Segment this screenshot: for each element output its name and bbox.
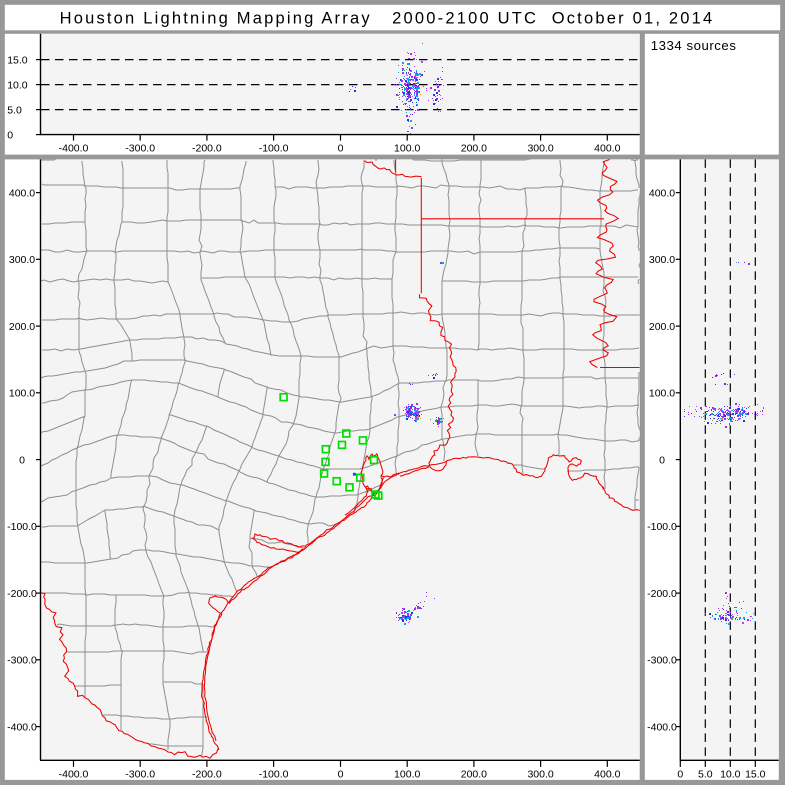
svg-text:10.0: 10.0 bbox=[720, 769, 741, 781]
svg-text:-400.0: -400.0 bbox=[59, 769, 89, 781]
svg-text:-200.0: -200.0 bbox=[192, 143, 222, 155]
svg-text:100.0: 100.0 bbox=[394, 769, 420, 781]
svg-text:300.0: 300.0 bbox=[527, 769, 553, 781]
svg-text:0: 0 bbox=[659, 454, 665, 466]
svg-text:0: 0 bbox=[7, 129, 13, 141]
svg-text:100.0: 100.0 bbox=[394, 143, 420, 155]
svg-text:0: 0 bbox=[677, 769, 683, 781]
svg-text:-100.0: -100.0 bbox=[259, 769, 289, 781]
svg-text:-300.0: -300.0 bbox=[647, 655, 677, 667]
svg-text:0: 0 bbox=[338, 769, 344, 781]
svg-text:200.0: 200.0 bbox=[9, 321, 35, 333]
svg-text:400.0: 400.0 bbox=[594, 769, 620, 781]
svg-text:0: 0 bbox=[19, 454, 25, 466]
svg-text:15.0: 15.0 bbox=[7, 54, 28, 66]
svg-text:5.0: 5.0 bbox=[698, 769, 713, 781]
svg-text:-300.0: -300.0 bbox=[7, 655, 37, 667]
svg-text:-400.0: -400.0 bbox=[59, 143, 89, 155]
svg-text:-300.0: -300.0 bbox=[125, 769, 155, 781]
svg-text:-100.0: -100.0 bbox=[259, 143, 289, 155]
svg-text:5.0: 5.0 bbox=[7, 104, 22, 116]
svg-text:15.0: 15.0 bbox=[745, 769, 766, 781]
svg-text:-200.0: -200.0 bbox=[7, 588, 37, 600]
svg-text:-100.0: -100.0 bbox=[7, 521, 37, 533]
svg-text:Houston Lightning Mapping Arra: Houston Lightning Mapping Array 2000-210… bbox=[60, 10, 715, 28]
svg-text:300.0: 300.0 bbox=[9, 254, 35, 266]
svg-text:1334 sources: 1334 sources bbox=[651, 38, 737, 53]
svg-text:-100.0: -100.0 bbox=[647, 521, 677, 533]
svg-text:-200.0: -200.0 bbox=[647, 588, 677, 600]
svg-text:400.0: 400.0 bbox=[9, 187, 35, 199]
svg-text:-400.0: -400.0 bbox=[7, 721, 37, 733]
svg-text:100.0: 100.0 bbox=[9, 388, 35, 400]
svg-text:200.0: 200.0 bbox=[461, 143, 487, 155]
svg-text:10.0: 10.0 bbox=[7, 79, 28, 91]
svg-text:300.0: 300.0 bbox=[527, 143, 553, 155]
svg-text:400.0: 400.0 bbox=[649, 187, 675, 199]
svg-text:200.0: 200.0 bbox=[461, 769, 487, 781]
svg-text:-300.0: -300.0 bbox=[125, 143, 155, 155]
svg-text:0: 0 bbox=[338, 143, 344, 155]
svg-text:-200.0: -200.0 bbox=[192, 769, 222, 781]
svg-text:-400.0: -400.0 bbox=[647, 721, 677, 733]
svg-text:300.0: 300.0 bbox=[649, 254, 675, 266]
svg-text:400.0: 400.0 bbox=[594, 143, 620, 155]
svg-text:100.0: 100.0 bbox=[649, 388, 675, 400]
svg-text:200.0: 200.0 bbox=[649, 321, 675, 333]
